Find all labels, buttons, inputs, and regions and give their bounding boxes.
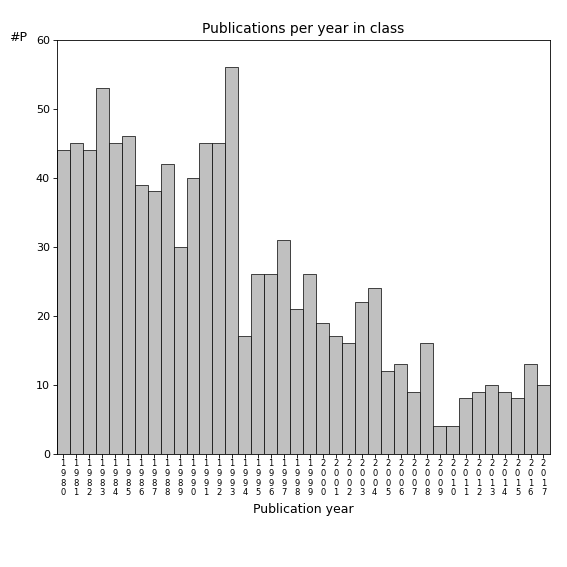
Y-axis label: #P: #P bbox=[9, 31, 27, 44]
Bar bbox=[226, 67, 239, 454]
Bar bbox=[433, 426, 446, 454]
Bar bbox=[70, 143, 83, 454]
Bar bbox=[303, 274, 316, 454]
Bar bbox=[394, 364, 407, 454]
Bar bbox=[134, 185, 147, 454]
Bar bbox=[329, 336, 342, 454]
Bar bbox=[316, 323, 329, 454]
Bar bbox=[96, 88, 109, 454]
Bar bbox=[57, 150, 70, 454]
Bar bbox=[472, 391, 485, 454]
X-axis label: Publication year: Publication year bbox=[253, 503, 354, 516]
Bar bbox=[187, 177, 200, 454]
Bar bbox=[174, 247, 187, 454]
Bar bbox=[511, 399, 524, 454]
Title: Publications per year in class: Publications per year in class bbox=[202, 22, 404, 36]
Bar bbox=[264, 274, 277, 454]
Bar bbox=[109, 143, 121, 454]
Bar bbox=[121, 136, 134, 454]
Bar bbox=[407, 391, 420, 454]
Bar bbox=[368, 288, 381, 454]
Bar bbox=[290, 308, 303, 454]
Bar bbox=[277, 240, 290, 454]
Bar bbox=[213, 143, 226, 454]
Bar bbox=[459, 399, 472, 454]
Bar bbox=[200, 143, 213, 454]
Bar bbox=[498, 391, 511, 454]
Bar bbox=[446, 426, 459, 454]
Bar bbox=[147, 192, 160, 454]
Bar bbox=[485, 384, 498, 454]
Bar bbox=[239, 336, 251, 454]
Bar bbox=[160, 164, 174, 454]
Bar bbox=[420, 343, 433, 454]
Bar bbox=[381, 371, 394, 454]
Bar bbox=[342, 343, 356, 454]
Bar bbox=[356, 302, 368, 454]
Bar bbox=[251, 274, 264, 454]
Bar bbox=[83, 150, 96, 454]
Bar bbox=[537, 384, 550, 454]
Bar bbox=[524, 364, 537, 454]
